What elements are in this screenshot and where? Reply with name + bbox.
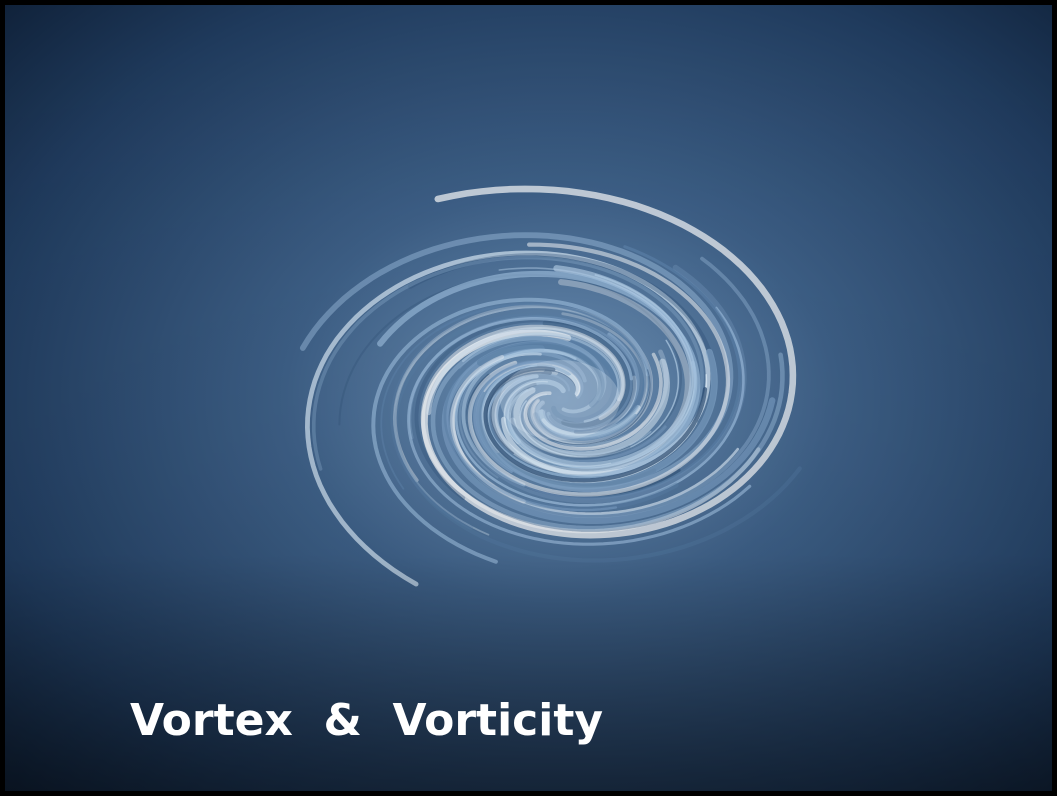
- shade: [5, 5, 1052, 791]
- slide-title: Vortex & Vorticity: [130, 695, 603, 746]
- page: Vortex & Vorticity (() => { const data =…: [0, 0, 1057, 796]
- slide: Vortex & Vorticity: [0, 0, 1057, 796]
- photo: [5, 5, 1052, 791]
